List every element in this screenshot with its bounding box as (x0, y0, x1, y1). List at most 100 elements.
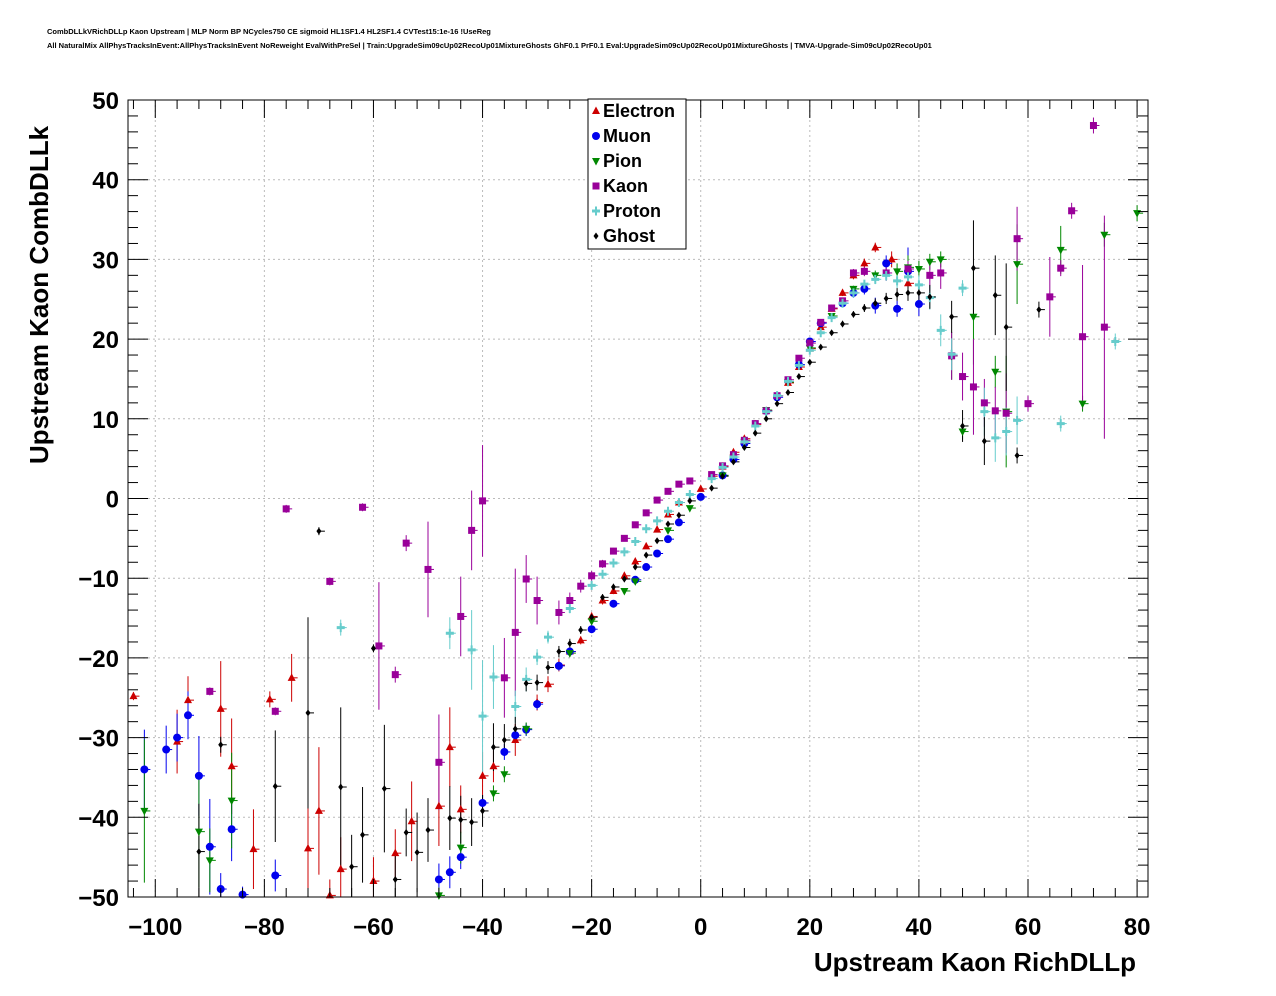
proton-point (729, 452, 738, 462)
proton-point (587, 580, 596, 590)
kaon-point (828, 304, 836, 312)
kaon-point (282, 505, 290, 513)
proton-point (609, 558, 618, 568)
pion-point (664, 527, 672, 535)
kaon-point (435, 758, 443, 766)
pion-point (969, 313, 978, 322)
x-tick-label: −80 (244, 914, 285, 941)
muon-point (882, 259, 891, 268)
kaon-point (849, 269, 857, 277)
pion-point (140, 807, 149, 816)
pion-point (1100, 231, 1109, 240)
proton-point (674, 497, 683, 507)
x-tick-label: 40 (906, 914, 933, 941)
ghost-point (556, 648, 562, 656)
kaon-point (631, 521, 639, 529)
kaon-point (566, 597, 574, 605)
ghost-point (916, 289, 922, 297)
kaon-point (1079, 333, 1087, 341)
x-tick-labels: −100 −80 −60 −40 −20 0 20 40 60 80 (128, 914, 1150, 941)
proton-point (958, 283, 967, 293)
kaon-point (653, 496, 661, 504)
pion-point (456, 844, 465, 853)
electron-point (434, 801, 443, 810)
pion-point (914, 265, 923, 274)
electron-point (287, 673, 296, 681)
ghost-point (796, 373, 802, 381)
ghost-point (589, 613, 595, 621)
kaon-point (555, 608, 563, 616)
legend-marker-pion (592, 158, 600, 166)
y-tick-label: 50 (92, 88, 119, 115)
proton-point (871, 274, 880, 284)
kaon-point (686, 477, 694, 485)
electron-point (576, 635, 585, 644)
kaon-point (479, 497, 487, 505)
ghost-point (752, 429, 758, 437)
proton-point (489, 672, 498, 682)
ghost-point (905, 289, 911, 297)
kaon-point (402, 539, 410, 547)
y-tick-label: −30 (78, 726, 119, 753)
ghost-point (621, 575, 627, 583)
legend-label-ghost: Ghost (603, 226, 655, 246)
kaon-point (620, 534, 628, 542)
kaon-point (468, 526, 476, 534)
proton-point (849, 288, 858, 298)
ghost-point (927, 293, 933, 301)
muon-point (642, 563, 651, 572)
pion-point (205, 857, 214, 865)
ghost-point (730, 458, 736, 466)
ghost-point (403, 828, 409, 836)
muon-point (434, 875, 443, 884)
ghost-point (545, 663, 551, 671)
kaon-point (904, 265, 912, 273)
legend: Electron Muon Pion Kaon Proton Ghost (587, 98, 687, 250)
pion-point (893, 268, 902, 276)
proton-point (664, 506, 672, 516)
legend-box (587, 98, 687, 250)
y-tick-label: −20 (78, 646, 119, 673)
ghost-point (501, 736, 507, 744)
electron-point (642, 541, 651, 550)
muon-point (445, 868, 454, 877)
ghost-point (949, 313, 955, 321)
y-tick-label: 0 (106, 487, 119, 514)
proton-point (893, 276, 902, 286)
kaon-point (664, 487, 672, 495)
legend-label-proton: Proton (603, 201, 661, 221)
proton-point (620, 547, 629, 557)
proton-point (718, 462, 727, 472)
ghost-point (316, 527, 322, 535)
kaon-point (609, 547, 617, 555)
x-tick-label: 0 (694, 914, 707, 941)
proton-point (707, 474, 716, 484)
kaon-point (1024, 400, 1032, 408)
ghost-point (654, 537, 660, 545)
y-tick-label: 30 (92, 247, 119, 274)
electron-point (184, 695, 192, 704)
muon-point (205, 842, 214, 851)
proton-point (762, 407, 771, 417)
ghost-point (741, 443, 747, 451)
kaon-point (795, 354, 803, 362)
proton-point (1002, 427, 1011, 437)
kaon-point (675, 480, 683, 488)
kaon-point (1057, 264, 1065, 272)
ghost-point (687, 497, 693, 505)
kaon-point (1089, 122, 1097, 130)
muon-point (860, 284, 869, 293)
kaon-point (991, 407, 999, 415)
x-tick-label: −60 (353, 914, 394, 941)
legend-label-kaon: Kaon (603, 176, 648, 196)
proton-point (784, 376, 792, 386)
kaon-point (271, 707, 279, 715)
pion-point (685, 505, 694, 513)
electron-point (631, 556, 640, 565)
y-tick-label: 40 (92, 168, 119, 195)
proton-point (1111, 336, 1120, 346)
proton-point (598, 569, 607, 579)
proton-point (751, 421, 760, 431)
proton-point (478, 711, 487, 721)
ghost-point (338, 783, 344, 791)
